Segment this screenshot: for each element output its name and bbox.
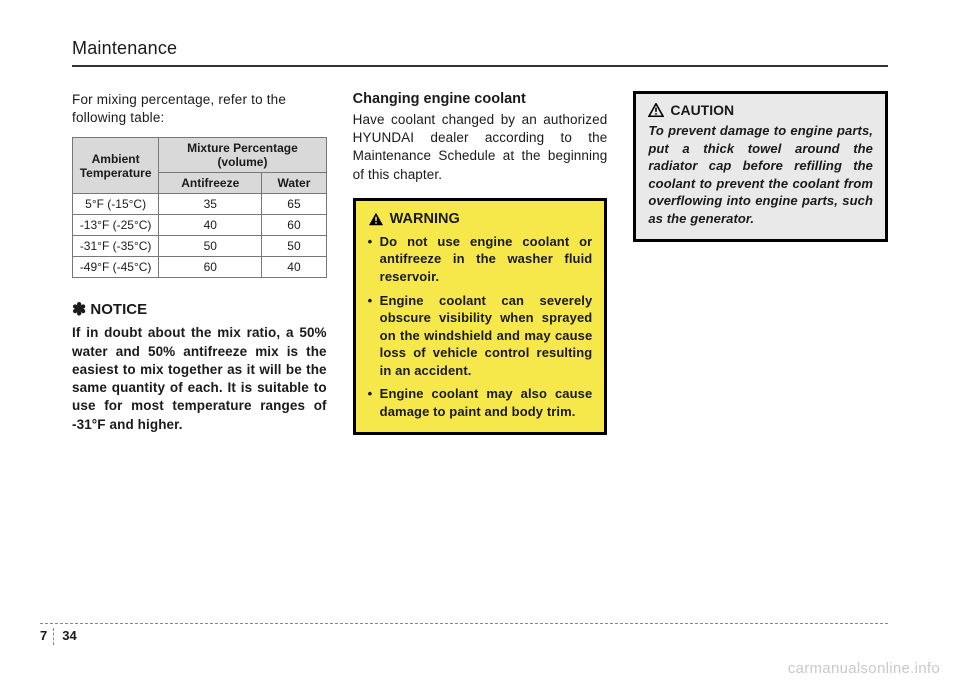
cell-water: 65 <box>262 194 326 215</box>
page-numbers: 7 34 <box>40 628 888 645</box>
section-number: 7 <box>40 628 54 645</box>
page-number: 34 <box>56 628 76 645</box>
notice-heading: ✽ NOTICE <box>72 300 327 320</box>
cell-water: 50 <box>262 236 326 257</box>
warning-item: Do not use engine coolant or antifreeze … <box>368 233 593 286</box>
section-title: Maintenance <box>72 38 888 63</box>
column-2: Changing engine coolant Have coolant cha… <box>353 91 608 435</box>
caution-title: CAUTION <box>648 102 873 118</box>
changing-coolant-body: Have coolant changed by an authorized HY… <box>353 111 608 184</box>
cell-antifreeze: 60 <box>159 257 262 278</box>
cell-water: 60 <box>262 215 326 236</box>
column-3: CAUTION To prevent damage to engine part… <box>633 91 888 435</box>
warning-title: WARNING <box>368 211 593 227</box>
page-footer: 7 34 <box>40 623 888 645</box>
cell-temp: -31°F (-35°C) <box>73 236 159 257</box>
watermark: carmanualsonline.info <box>788 660 940 677</box>
table-header-ambient: Ambient Temperature <box>73 138 159 194</box>
warning-item: Engine coolant may also cause damage to … <box>368 385 593 420</box>
warning-label: WARNING <box>390 211 460 227</box>
mixture-table: Ambient Temperature Mixture Percentage (… <box>72 137 327 278</box>
caution-triangle-icon <box>648 103 664 117</box>
caution-label: CAUTION <box>670 102 734 118</box>
manual-page: Maintenance For mixing percentage, refer… <box>0 0 960 689</box>
table-subheader-antifreeze: Antifreeze <box>159 173 262 194</box>
table-row: -13°F (-25°C) 40 60 <box>73 215 327 236</box>
warning-item: Engine coolant can severely obscure visi… <box>368 292 593 380</box>
cell-antifreeze: 50 <box>159 236 262 257</box>
changing-coolant-heading: Changing engine coolant <box>353 91 608 107</box>
warning-list: Do not use engine coolant or antifreeze … <box>368 233 593 420</box>
warning-triangle-icon <box>368 212 384 226</box>
notice-star-icon: ✽ <box>72 300 86 319</box>
header-rule <box>72 65 888 67</box>
notice-label: NOTICE <box>90 301 147 318</box>
content-columns: For mixing percentage, refer to the foll… <box>72 91 888 435</box>
warning-box: WARNING Do not use engine coolant or ant… <box>353 198 608 435</box>
column-1: For mixing percentage, refer to the foll… <box>72 91 327 435</box>
table-row: -31°F (-35°C) 50 50 <box>73 236 327 257</box>
cell-temp: -49°F (-45°C) <box>73 257 159 278</box>
table-subheader-water: Water <box>262 173 326 194</box>
caution-box: CAUTION To prevent damage to engine part… <box>633 91 888 242</box>
cell-antifreeze: 40 <box>159 215 262 236</box>
intro-paragraph: For mixing percentage, refer to the foll… <box>72 91 327 127</box>
notice-body: If in doubt about the mix ratio, a 50% w… <box>72 324 327 433</box>
table-header-mixture: Mixture Percentage (volume) <box>159 138 326 173</box>
caution-body: To prevent damage to engine parts, put a… <box>648 122 873 227</box>
cell-water: 40 <box>262 257 326 278</box>
table-row: 5°F (-15°C) 35 65 <box>73 194 327 215</box>
cell-temp: -13°F (-25°C) <box>73 215 159 236</box>
table-row: -49°F (-45°C) 60 40 <box>73 257 327 278</box>
cell-antifreeze: 35 <box>159 194 262 215</box>
cell-temp: 5°F (-15°C) <box>73 194 159 215</box>
